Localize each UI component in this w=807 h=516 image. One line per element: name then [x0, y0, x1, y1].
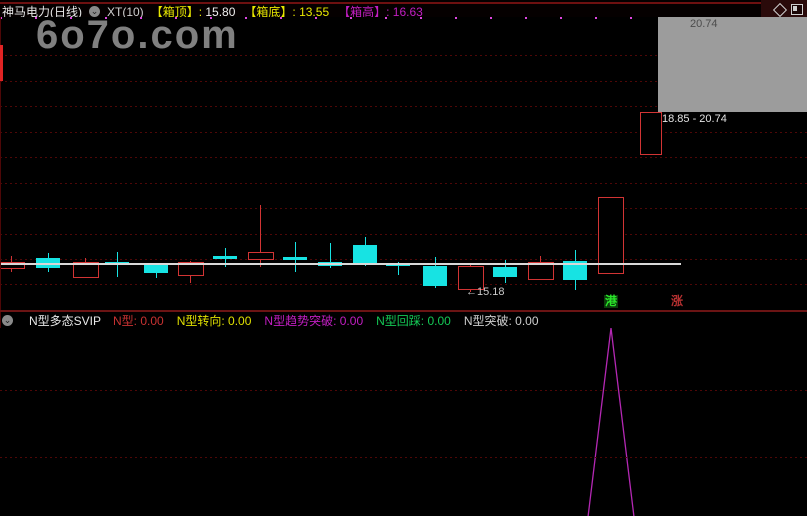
- candle-body-down: [563, 260, 587, 281]
- header-field: 【箱顶】: 15.80: [150, 5, 236, 19]
- candle-body-up: [528, 262, 554, 280]
- candle-body-down: [493, 267, 517, 278]
- candle-body-up: [458, 265, 484, 290]
- candlestick-chart[interactable]: 6o7o.com 20.74 18.85 - 20.74 ←15.18 港 涨: [0, 13, 807, 310]
- candle-body-down: [213, 255, 237, 260]
- collapse-circle-icon[interactable]: ⌄: [2, 315, 13, 326]
- panel-separator[interactable]: [0, 310, 807, 312]
- header-field: 【箱高】: 16.63: [338, 5, 423, 19]
- indicator-name[interactable]: XT(10): [107, 4, 144, 19]
- candle-body-up: [598, 196, 624, 275]
- event-marker-zhang[interactable]: 涨: [671, 294, 684, 308]
- gridline: [0, 55, 807, 56]
- candle-body-down: [353, 245, 377, 265]
- indicator-field: N型突破: 0.00: [463, 314, 539, 328]
- header-field: 【箱底】: 13.55: [244, 5, 330, 19]
- candle-wick: [398, 262, 399, 275]
- candle-wick: [260, 205, 261, 268]
- gridline: [0, 106, 807, 107]
- gridline: [0, 157, 807, 158]
- indicator-values: 【箱顶】: 15.80 【箱底】: 13.55 【箱高】: 16.63: [151, 3, 423, 20]
- box-top-price-line: [0, 263, 681, 265]
- top-border-line: [0, 2, 807, 4]
- gridline: [0, 208, 807, 209]
- candle-body-up: [73, 262, 99, 279]
- tooltip-price-label: 20.74: [690, 18, 718, 30]
- symbol-title: 神马电力(日线): [2, 5, 82, 19]
- gridline: [0, 81, 807, 82]
- magenta-dotted-line: [0, 17, 656, 19]
- indicator-field: N型趋势突破: 0.00: [264, 314, 364, 328]
- gridline: [0, 457, 807, 458]
- gridline: [0, 284, 807, 285]
- low-price-annotation: ←15.18: [466, 286, 505, 298]
- candle-body-down: [423, 265, 447, 287]
- candle-body-up: [0, 262, 25, 270]
- candle-body-up: [248, 251, 274, 261]
- candle-wick: [330, 242, 331, 269]
- candle-body-up: [178, 262, 204, 276]
- indicator-field: N型回踩: 0.00: [376, 314, 451, 328]
- gridline: [0, 183, 807, 184]
- indicator-field: N型: 0.00: [113, 314, 164, 328]
- chart-header-bar: 神马电力(日线) ⌄ XT(10) 【箱顶】: 15.80 【箱底】: 13.55…: [0, 0, 807, 20]
- tooltip-overlay-box: 20.74: [658, 17, 807, 112]
- gridline: [0, 259, 807, 260]
- price-range-label: 18.85 - 20.74: [662, 113, 727, 125]
- gridline: [0, 234, 807, 235]
- collapse-circle-icon[interactable]: ⌄: [89, 6, 100, 17]
- candle-body-down: [283, 256, 307, 260]
- gridline: [0, 132, 807, 133]
- indicator-fields: N型: 0.00 N型转向: 0.00 N型趋势突破: 0.00 N型回踩: 0.00…: [113, 312, 539, 329]
- diamond-icon[interactable]: [772, 2, 788, 17]
- indicator-title[interactable]: N型多态SVIP: [29, 314, 102, 328]
- indicator-chart[interactable]: [0, 328, 807, 516]
- panel-layout-icon[interactable]: [791, 4, 803, 15]
- indicator-spike-line: [587, 328, 635, 516]
- indicator-field: N型转向: 0.00: [176, 314, 252, 328]
- gridline: [0, 390, 807, 391]
- indicator-header-bar: ⌄ N型多态SVIP N型: 0.00 N型转向: 0.00 N型趋势突破: 0.0…: [2, 313, 807, 328]
- candle-body-up: [640, 111, 662, 155]
- watermark: 6o7o.com: [36, 13, 239, 57]
- candle-body-down: [144, 264, 168, 273]
- left-border-line: [0, 17, 1, 516]
- left-edge-red-segment: [0, 45, 3, 81]
- event-marker-gang[interactable]: 港: [604, 294, 619, 308]
